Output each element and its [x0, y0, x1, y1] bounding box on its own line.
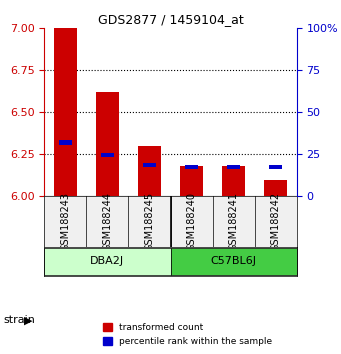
FancyBboxPatch shape: [44, 248, 170, 275]
Bar: [269, 165, 282, 169]
Bar: [101, 153, 114, 157]
Text: GSM188244: GSM188244: [102, 192, 113, 251]
Text: GSM188245: GSM188245: [145, 192, 154, 251]
Bar: [180, 166, 203, 196]
Text: ▶: ▶: [24, 315, 32, 325]
Legend: transformed count, percentile rank within the sample: transformed count, percentile rank withi…: [99, 320, 276, 349]
Text: GSM188243: GSM188243: [60, 192, 70, 251]
Text: DBA2J: DBA2J: [90, 256, 124, 267]
Bar: [96, 92, 119, 196]
Bar: [59, 141, 72, 145]
Text: strain: strain: [3, 315, 35, 325]
Bar: [222, 166, 245, 196]
Bar: [185, 165, 198, 169]
Bar: [227, 165, 240, 169]
Text: GSM188241: GSM188241: [228, 192, 239, 251]
Title: GDS2877 / 1459104_at: GDS2877 / 1459104_at: [98, 13, 243, 26]
Bar: [138, 146, 161, 196]
Bar: [143, 163, 156, 167]
Bar: [54, 28, 77, 196]
Text: GSM188242: GSM188242: [271, 192, 281, 251]
FancyBboxPatch shape: [170, 248, 297, 275]
Bar: [264, 179, 287, 196]
Text: GSM188240: GSM188240: [187, 192, 196, 251]
Text: C57BL6J: C57BL6J: [211, 256, 256, 267]
